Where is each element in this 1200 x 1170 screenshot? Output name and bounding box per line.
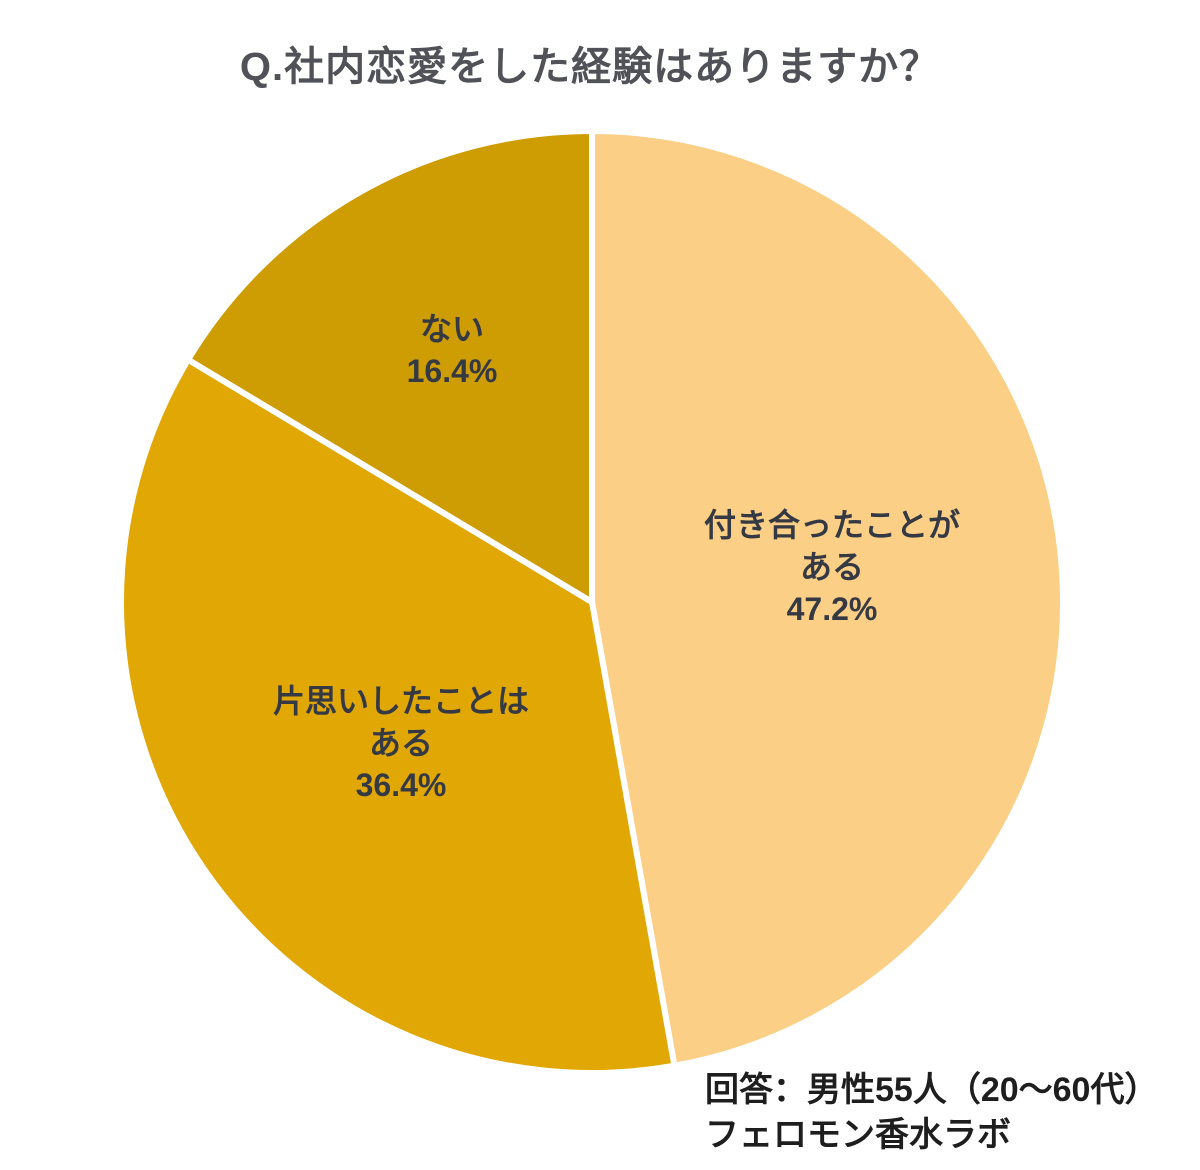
pie-slice-1 [118, 356, 678, 1076]
respondents-line: 回答：男性55人（20～60代） [705, 1071, 1159, 1109]
label-line: ない [419, 311, 485, 347]
label-line: ある [368, 725, 434, 761]
slice-label-none: ない 16.4% [407, 308, 498, 392]
slice-label-unrequited: 片思いしたことは ある 36.4% [273, 680, 529, 806]
pie-slice-0 [589, 128, 1066, 1069]
label-line: 片思いしたことは [272, 683, 530, 719]
label-line: 付き合ったことが [703, 507, 961, 543]
slice-label-dated: 付き合ったことが ある 47.2% [704, 504, 960, 630]
pie-slice-2 [185, 128, 595, 605]
chart-title: Q.社内恋愛をした経験はありますか？ [239, 45, 941, 89]
label-value: 47.2% [786, 591, 878, 627]
survey-note: 回答：男性55人（20～60代） フェロモン香水ラボ [705, 1068, 1158, 1158]
label-value: 16.4% [406, 353, 498, 389]
source-line: フェロモン香水ラボ [705, 1116, 1011, 1154]
label-value: 36.4% [355, 767, 447, 803]
label-line: ある [799, 549, 865, 585]
